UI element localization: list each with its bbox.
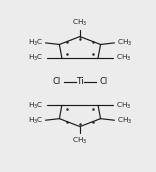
Text: CH$_3$: CH$_3$ (116, 53, 132, 63)
Text: CH$_3$: CH$_3$ (117, 115, 132, 126)
Text: H$_3$C: H$_3$C (28, 53, 44, 63)
Text: H$_3$C: H$_3$C (28, 100, 44, 110)
Text: CH$_3$: CH$_3$ (117, 37, 132, 48)
Text: CH$_3$: CH$_3$ (72, 136, 88, 146)
Text: H$_3$C: H$_3$C (28, 37, 43, 48)
Text: Cl: Cl (99, 77, 107, 86)
Text: Ti: Ti (76, 77, 84, 86)
Text: H$_3$C: H$_3$C (28, 115, 43, 126)
Text: CH$_3$: CH$_3$ (116, 100, 132, 110)
Text: CH$_3$: CH$_3$ (72, 18, 88, 28)
Text: Cl: Cl (52, 77, 61, 86)
